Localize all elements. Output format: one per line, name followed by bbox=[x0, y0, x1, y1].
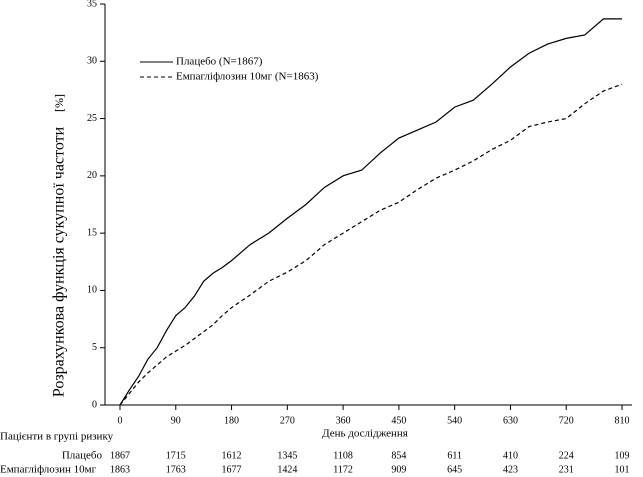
data-line bbox=[119, 18, 622, 406]
y-tick-label: 0 bbox=[92, 399, 97, 410]
risk-value: 410 bbox=[503, 450, 518, 461]
legend-label: Плацебо (N=1867) bbox=[176, 56, 263, 68]
y-tick-label: 30 bbox=[87, 56, 97, 67]
risk-value: 423 bbox=[503, 464, 518, 475]
x-tick-label: 810 bbox=[615, 415, 630, 426]
y-tick-label: 20 bbox=[87, 170, 97, 181]
risk-value: 1867 bbox=[110, 450, 130, 461]
risk-value: 224 bbox=[559, 450, 574, 461]
risk-value: 1863 bbox=[110, 464, 130, 475]
risk-row-label: Плацебо bbox=[62, 450, 103, 462]
x-tick-label: 360 bbox=[336, 415, 351, 426]
risk-value: 1172 bbox=[333, 464, 353, 475]
risk-value: 611 bbox=[447, 450, 462, 461]
risk-value: 1108 bbox=[333, 450, 353, 461]
legend-label: Емпагліфлозин 10мг (N=1863) bbox=[176, 71, 319, 83]
risk-value: 854 bbox=[391, 450, 406, 461]
risk-table-title: Пацієнти в групі ризику bbox=[0, 431, 114, 443]
x-tick-label: 720 bbox=[559, 415, 574, 426]
risk-value: 1677 bbox=[222, 464, 242, 475]
y-tick-label: 35 bbox=[87, 0, 97, 9]
x-tick-label: 540 bbox=[447, 415, 462, 426]
risk-value: 909 bbox=[391, 464, 406, 475]
risk-value: 109 bbox=[615, 450, 630, 461]
y-tick-label: 5 bbox=[92, 342, 97, 353]
risk-value: 1763 bbox=[166, 464, 186, 475]
x-tick-label: 180 bbox=[224, 415, 239, 426]
data-line bbox=[119, 83, 623, 406]
risk-value: 1715 bbox=[166, 450, 186, 461]
x-axis-label: День дослідження bbox=[322, 428, 408, 440]
y-axis-label: Розрахункова функція сукупної частоти bbox=[51, 126, 68, 397]
x-tick-label: 0 bbox=[118, 415, 123, 426]
risk-value: 231 bbox=[559, 464, 574, 475]
risk-row-label: Емпагліфлозин 10мг bbox=[0, 464, 97, 476]
y-tick-label: 10 bbox=[87, 285, 97, 296]
x-tick-label: 90 bbox=[171, 415, 181, 426]
x-tick-label: 630 bbox=[503, 415, 518, 426]
y-axis-unit: [%] bbox=[52, 94, 66, 112]
risk-value: 1345 bbox=[277, 450, 297, 461]
x-tick-label: 270 bbox=[280, 415, 295, 426]
risk-value: 1424 bbox=[277, 464, 297, 475]
risk-value: 645 bbox=[447, 464, 462, 475]
y-tick-label: 25 bbox=[87, 113, 97, 124]
risk-value: 101 bbox=[615, 464, 630, 475]
x-tick-label: 450 bbox=[391, 415, 406, 426]
y-tick-label: 15 bbox=[87, 227, 97, 238]
risk-value: 1612 bbox=[222, 450, 242, 461]
